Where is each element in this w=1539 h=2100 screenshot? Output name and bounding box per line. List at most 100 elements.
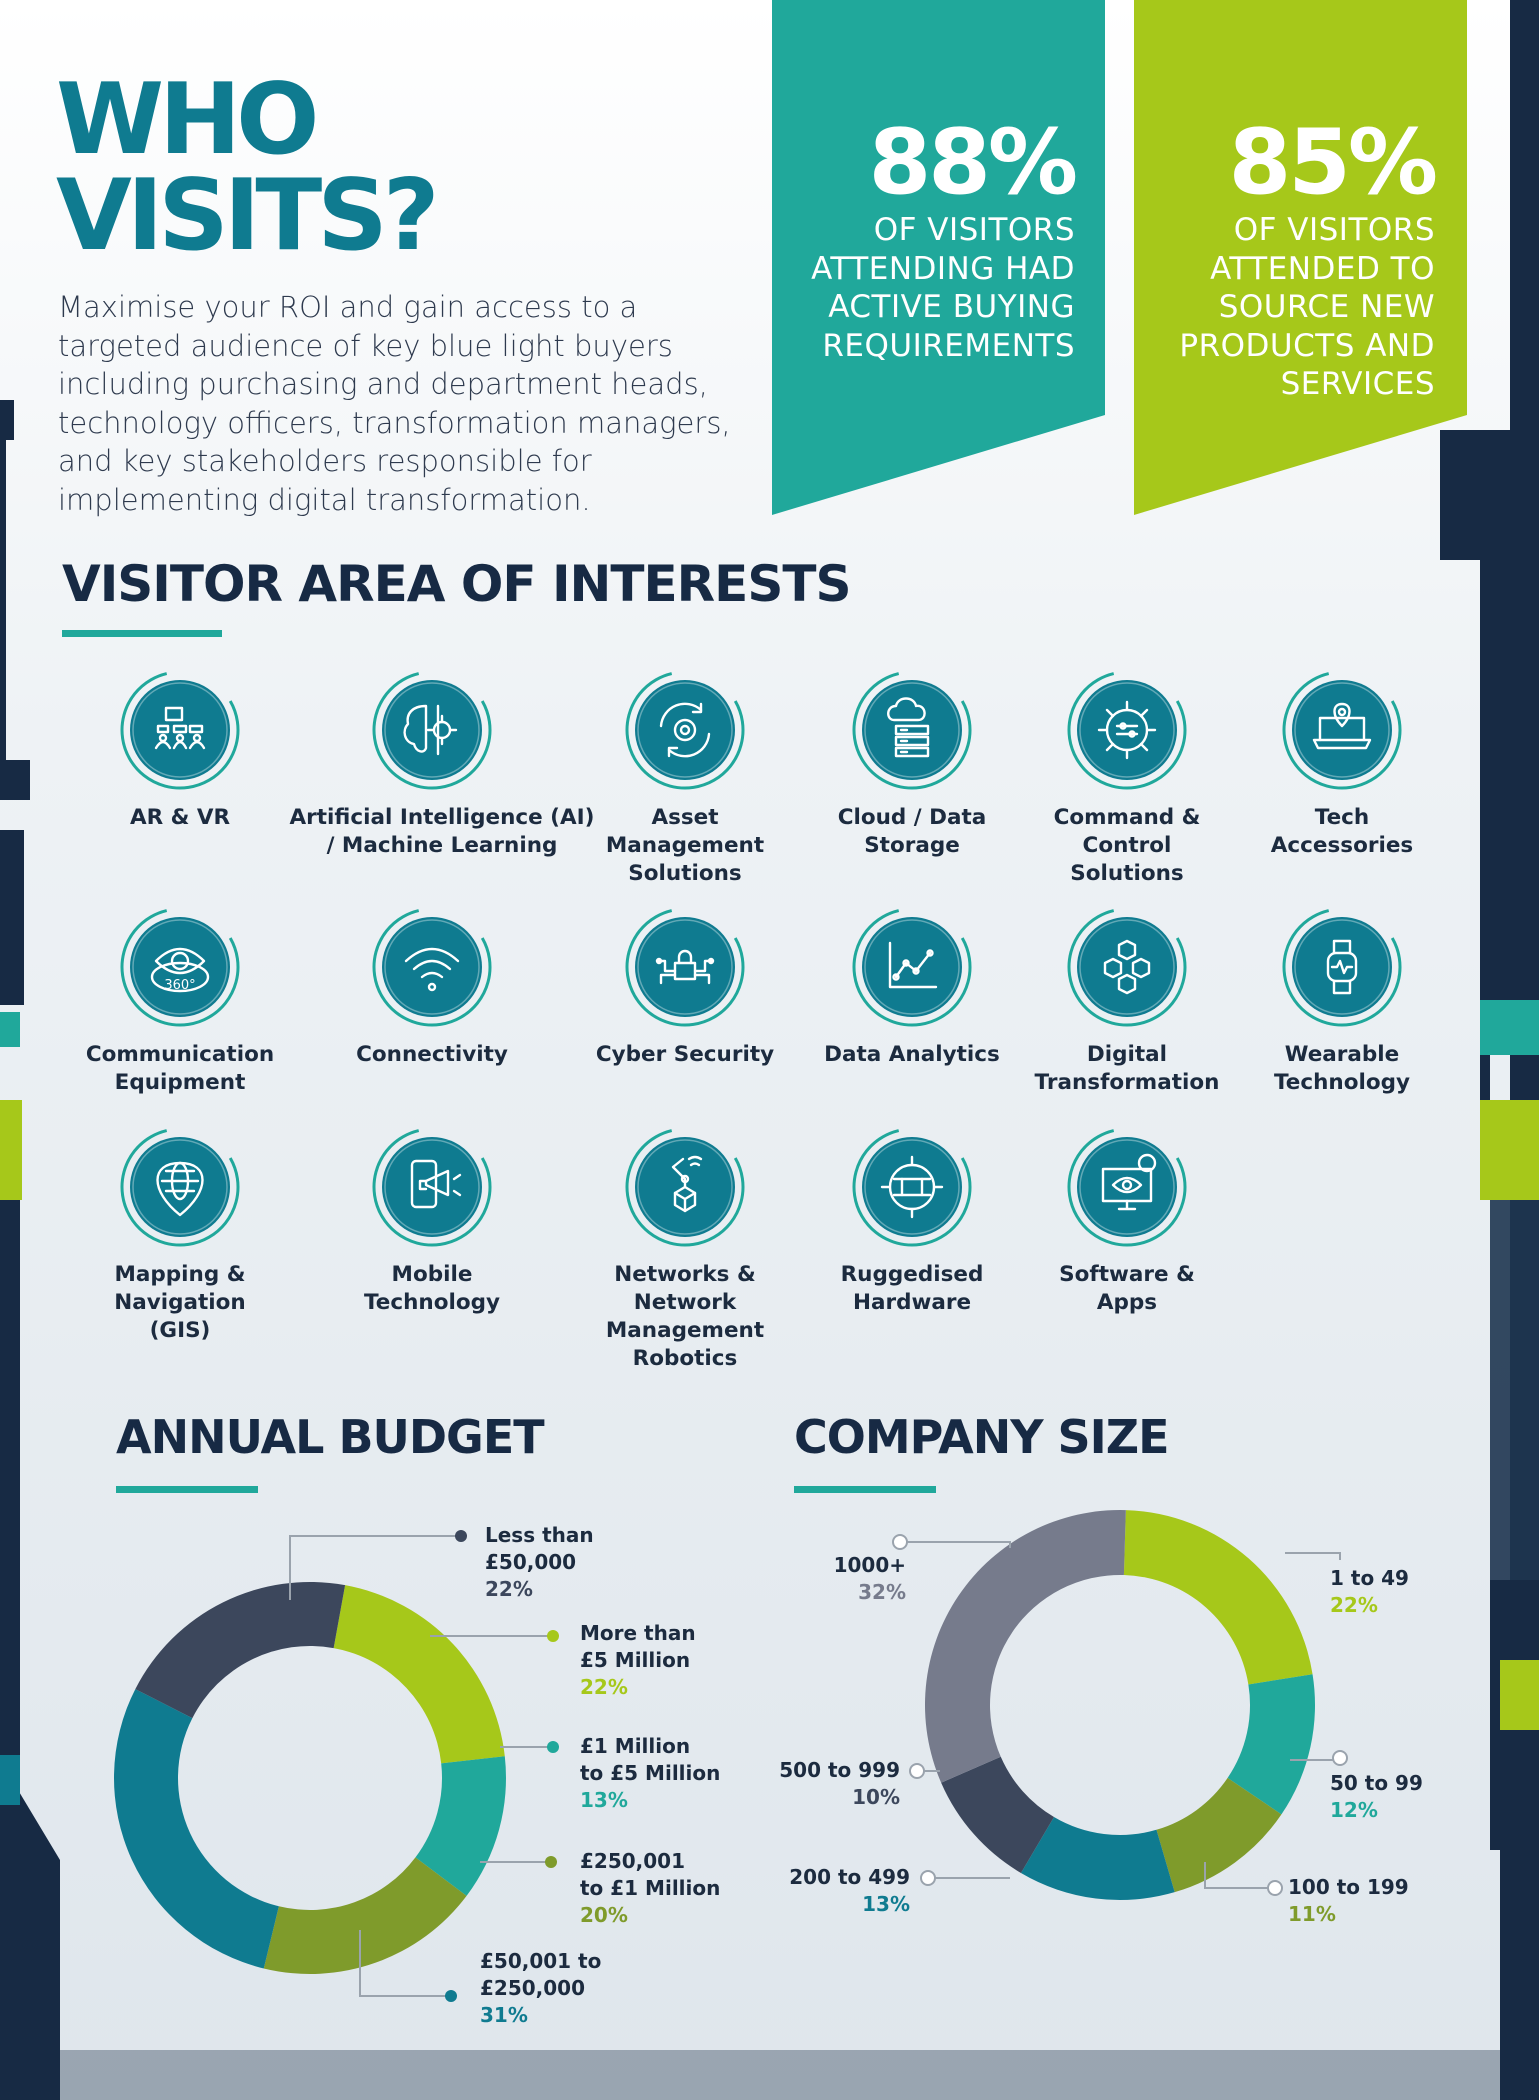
interest-item: Command & Control Solutions xyxy=(977,668,1277,888)
budget-label-more-5m: More than £5 Million 22% xyxy=(580,1621,696,1699)
cubes-icon xyxy=(1067,907,1187,1027)
interest-label: Software & Apps xyxy=(1059,1262,1195,1315)
heading-underline xyxy=(116,1486,258,1493)
size-label-1-49: 1 to 49 22% xyxy=(1330,1566,1409,1617)
interest-item: Wearable Technology xyxy=(1192,905,1492,1097)
vr-headset-icon xyxy=(120,670,240,790)
budget-segment xyxy=(333,1585,505,1764)
leader-line xyxy=(289,1535,458,1600)
interest-label: Tech Accessories xyxy=(1270,805,1414,858)
company-size-segment xyxy=(1020,1816,1175,1900)
budget-heading: ANNUAL BUDGET xyxy=(116,1410,545,1464)
globe-pin-icon xyxy=(120,1127,240,1247)
interest-label: Connectivity xyxy=(356,1042,508,1067)
intro-paragraph: Maximise your ROI and gain access to a t… xyxy=(58,290,731,517)
size-label-500-999: 500 to 999 10% xyxy=(779,1758,900,1809)
interest-item: Ruggedised Hardware xyxy=(762,1125,1062,1317)
interest-item: Data Analytics xyxy=(762,905,1062,1069)
robot-arm-icon xyxy=(625,1127,745,1247)
heading-underline xyxy=(62,630,222,637)
eye-360-icon: 360° xyxy=(120,907,240,1027)
control-gear-icon xyxy=(1067,670,1187,790)
brain-gear-icon xyxy=(372,670,492,790)
interest-label: Data Analytics xyxy=(824,1042,1000,1067)
interest-label: Networks & Network Management Robotics xyxy=(605,1262,765,1371)
chip-gear-icon xyxy=(852,1127,972,1247)
line-graph-icon xyxy=(852,907,972,1027)
stat-text: OF VISITORS ATTENDED TO SOURCE NEW PRODU… xyxy=(1179,212,1435,402)
laptop-pin-icon xyxy=(1282,670,1402,790)
stat-value: 88% xyxy=(868,110,1078,215)
title-line-1: WHO xyxy=(56,63,319,177)
interest-label: Command & Control Solutions xyxy=(1053,805,1201,886)
company-size-segment xyxy=(1227,1674,1315,1815)
interest-label: Ruggedised Hardware xyxy=(840,1262,984,1315)
stat-source-products: 85% OF VISITORS ATTENDED TO SOURCE NEW P… xyxy=(1120,110,1438,404)
budget-label-50k-250k: £50,001 to £250,000 31% xyxy=(480,1949,602,2027)
company-size-heading: COMPANY SIZE xyxy=(794,1410,1170,1464)
company-size-segment xyxy=(1156,1777,1282,1893)
leader-line xyxy=(1285,1552,1341,1560)
leader-line xyxy=(906,1541,1011,1548)
budget-segment xyxy=(135,1582,346,1719)
leader-line xyxy=(1204,1862,1270,1889)
budget-segment xyxy=(263,1857,467,1974)
leader-line xyxy=(359,1930,450,1997)
legend-dot xyxy=(455,1530,467,1542)
cloud-server-icon xyxy=(852,670,972,790)
legend-dot xyxy=(445,1990,457,2002)
interest-item: Cyber Security xyxy=(535,905,835,1069)
interest-label: Wearable Technology xyxy=(1273,1042,1411,1095)
interest-item: Networks & Network Management Robotics xyxy=(535,1125,835,1373)
heading-underline xyxy=(794,1486,936,1493)
interests-heading: VISITOR AREA OF INTERESTS xyxy=(62,555,851,613)
monitor-eye-icon xyxy=(1067,1127,1187,1247)
stat-value: 85% xyxy=(1228,110,1438,215)
budget-segment xyxy=(114,1689,279,1969)
interest-item: Mobile Technology xyxy=(282,1125,582,1317)
interest-item: AR & VR xyxy=(30,668,330,832)
interest-item: 360° Communication Equipment xyxy=(30,905,330,1097)
legend-dot xyxy=(545,1856,557,1868)
wifi-icon xyxy=(372,907,492,1027)
company-size-segment xyxy=(925,1510,1126,1783)
legend-dot xyxy=(547,1630,559,1642)
budget-label-250k-1m: £250,001 to £1 Million 20% xyxy=(580,1849,721,1927)
interest-item: Mapping & Navigation (GIS) xyxy=(30,1125,330,1345)
legend-dot xyxy=(1332,1750,1348,1766)
company-size-segment xyxy=(1123,1510,1313,1685)
legend-dot xyxy=(892,1534,908,1550)
interest-label: Cyber Security xyxy=(595,1042,775,1067)
interest-label: Asset Management Solutions xyxy=(605,805,765,886)
svg-text:360°: 360° xyxy=(164,978,195,993)
legend-dot xyxy=(909,1763,925,1779)
size-label-200-499: 200 to 499 13% xyxy=(789,1865,910,1916)
stat-text: OF VISITORS ATTENDING HAD ACTIVE BUYING … xyxy=(811,212,1075,364)
interest-item: Artificial Intelligence (AI) / Machine L… xyxy=(282,668,594,860)
phone-megaphone-icon xyxy=(372,1127,492,1247)
padlock-circuit-icon xyxy=(625,907,745,1027)
size-label-1000-plus: 1000+ 32% xyxy=(833,1553,906,1604)
interest-item: Digital Transformation xyxy=(977,905,1277,1097)
company-size-segment xyxy=(941,1756,1054,1873)
cycle-gear-icon xyxy=(625,670,745,790)
legend-dot xyxy=(920,1870,936,1886)
interest-item: Software & Apps xyxy=(977,1125,1277,1317)
size-label-50-99: 50 to 99 12% xyxy=(1330,1771,1423,1822)
page-title: WHO VISITS? xyxy=(56,63,440,273)
legend-dot xyxy=(547,1741,559,1753)
interest-item: Cloud / Data Storage xyxy=(762,668,1062,860)
title-line-2: VISITS? xyxy=(56,159,440,273)
interest-label: Mobile Technology xyxy=(363,1262,501,1315)
smartwatch-icon xyxy=(1282,907,1402,1027)
interest-label: Communication Equipment xyxy=(85,1042,275,1095)
legend-dot xyxy=(1267,1880,1283,1896)
budget-label-1m-5m: £1 Million to £5 Million 13% xyxy=(580,1734,721,1812)
stat-buying-requirements: 88% OF VISITORS ATTENDING HAD ACTIVE BUY… xyxy=(790,110,1078,365)
company-size-donut-chart xyxy=(925,1510,1315,1900)
budget-label-less-50k: Less than £50,000 22% xyxy=(485,1523,594,1601)
size-label-100-199: 100 to 199 11% xyxy=(1288,1875,1409,1926)
